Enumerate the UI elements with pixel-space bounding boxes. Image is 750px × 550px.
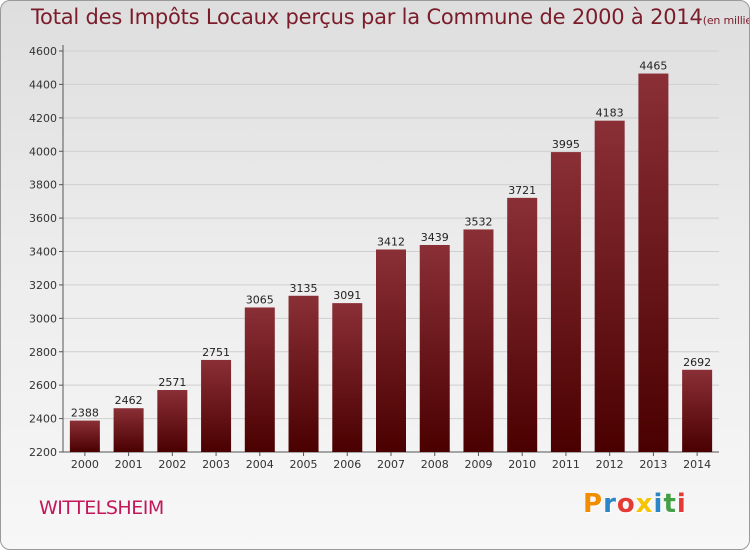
chart-title-text: Total des Impôts Locaux perçus par la Co… xyxy=(31,5,703,29)
value-label-2006: 3091 xyxy=(333,289,361,302)
value-label-2000: 2388 xyxy=(71,407,99,420)
x-tick-label-2006: 2006 xyxy=(333,458,361,471)
bar-2007 xyxy=(376,249,406,452)
y-tick-label: 4000 xyxy=(29,145,57,158)
x-tick-label-2002: 2002 xyxy=(158,458,186,471)
bar-2000 xyxy=(69,420,100,452)
y-tick-label: 3400 xyxy=(29,246,57,259)
logo-letter: P xyxy=(583,489,604,519)
x-tick-label-2007: 2007 xyxy=(377,458,405,471)
value-label-2001: 2462 xyxy=(115,394,143,407)
value-label-2009: 3532 xyxy=(464,215,492,228)
unit-note: (en milliers d'€) xyxy=(702,14,749,27)
x-tick-label-2010: 2010 xyxy=(508,458,536,471)
y-tick-label: 2800 xyxy=(29,346,57,359)
bar-2008 xyxy=(419,244,450,452)
x-tick-label-2003: 2003 xyxy=(202,458,230,471)
y-tick-label: 3600 xyxy=(29,212,57,225)
logo-letter: i xyxy=(653,489,664,519)
bar-2014 xyxy=(682,369,713,452)
x-tick-label-2004: 2004 xyxy=(246,458,274,471)
y-tick-label: 4600 xyxy=(29,45,57,58)
y-tick-label: 2200 xyxy=(29,446,57,459)
y-tick-label: 3800 xyxy=(29,179,57,192)
value-label-2013: 4465 xyxy=(639,60,667,73)
x-tick-label-2011: 2011 xyxy=(552,458,580,471)
x-tick-label-2008: 2008 xyxy=(421,458,449,471)
proxiti-logo: Proxiti xyxy=(583,489,687,519)
value-label-2003: 2751 xyxy=(202,346,230,359)
bar-2005 xyxy=(288,295,319,452)
bar-2004 xyxy=(244,307,275,452)
bar-2001 xyxy=(113,408,144,452)
logo-letter: x xyxy=(635,489,654,519)
bar-2010 xyxy=(507,197,538,452)
y-tick-label: 3200 xyxy=(29,279,57,292)
value-label-2010: 3721 xyxy=(508,184,536,197)
value-label-2011: 3995 xyxy=(552,138,580,151)
value-label-2012: 4183 xyxy=(596,107,624,120)
bar-2012 xyxy=(594,120,625,452)
bar-2002 xyxy=(157,390,188,452)
x-tick-label-2005: 2005 xyxy=(290,458,318,471)
y-tick-label: 2600 xyxy=(29,379,57,392)
y-tick-label: 3000 xyxy=(29,312,57,325)
value-label-2007: 3412 xyxy=(377,235,405,248)
chart-title: Total des Impôts Locaux perçus par la Co… xyxy=(31,5,749,29)
bar-2003 xyxy=(201,359,232,452)
x-tick-label-2009: 2009 xyxy=(464,458,492,471)
value-label-2004: 3065 xyxy=(246,293,274,306)
bar-2011 xyxy=(550,152,581,452)
y-tick-label: 4400 xyxy=(29,78,57,91)
x-tick-label-2012: 2012 xyxy=(596,458,624,471)
x-tick-label-2000: 2000 xyxy=(71,458,99,471)
commune-name: WITTELSHEIM xyxy=(39,497,164,519)
bar-2013 xyxy=(638,73,669,453)
bar-2009 xyxy=(463,229,494,452)
x-tick-label-2001: 2001 xyxy=(115,458,143,471)
bar-2006 xyxy=(332,303,363,452)
value-label-2014: 2692 xyxy=(683,356,711,369)
logo-letter: t xyxy=(663,489,677,519)
logo-letter: r xyxy=(603,489,617,519)
value-label-2005: 3135 xyxy=(290,282,318,295)
y-tick-label: 2400 xyxy=(29,413,57,426)
x-tick-label-2013: 2013 xyxy=(639,458,667,471)
value-label-2008: 3439 xyxy=(421,231,449,244)
y-tick-label: 4200 xyxy=(29,112,57,125)
value-label-2002: 2571 xyxy=(158,376,186,389)
logo-letter: o xyxy=(616,489,636,519)
x-tick-label-2014: 2014 xyxy=(683,458,711,471)
logo-letter: i xyxy=(676,489,687,519)
